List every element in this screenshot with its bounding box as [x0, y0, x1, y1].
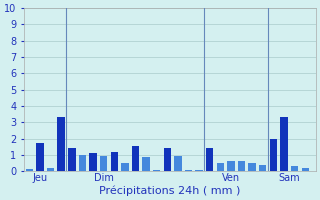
- Bar: [142, 157, 150, 171]
- Bar: [227, 161, 235, 171]
- Bar: [259, 165, 267, 171]
- Bar: [238, 161, 245, 171]
- Bar: [132, 146, 139, 171]
- Bar: [270, 139, 277, 171]
- Bar: [89, 153, 97, 171]
- Bar: [100, 156, 107, 171]
- Bar: [68, 148, 76, 171]
- Bar: [196, 170, 203, 171]
- Bar: [121, 163, 129, 171]
- Bar: [217, 163, 224, 171]
- Bar: [248, 163, 256, 171]
- X-axis label: Précipitations 24h ( mm ): Précipitations 24h ( mm ): [99, 185, 241, 196]
- Bar: [301, 168, 309, 171]
- Bar: [58, 117, 65, 171]
- Bar: [26, 169, 33, 171]
- Bar: [291, 166, 298, 171]
- Bar: [79, 155, 86, 171]
- Bar: [206, 148, 213, 171]
- Bar: [153, 170, 160, 171]
- Bar: [110, 152, 118, 171]
- Bar: [185, 170, 192, 171]
- Bar: [164, 148, 171, 171]
- Bar: [280, 117, 288, 171]
- Bar: [47, 168, 54, 171]
- Bar: [36, 143, 44, 171]
- Bar: [174, 156, 182, 171]
